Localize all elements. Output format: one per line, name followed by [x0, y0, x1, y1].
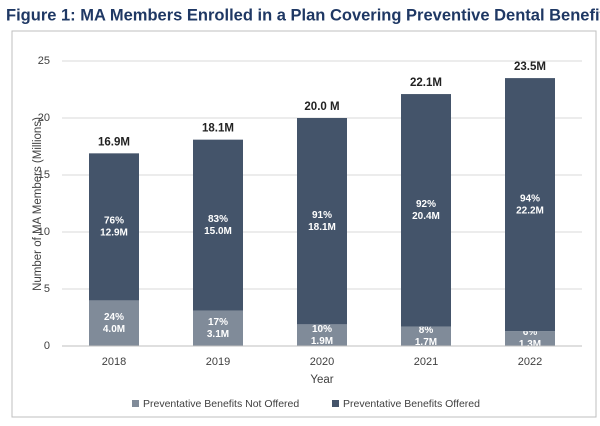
share-label: 10%: [312, 324, 332, 335]
chart-title: Figure 1: MA Members Enrolled in a Plan …: [6, 6, 600, 24]
bar-segment: [505, 331, 555, 346]
y-tick-label: 5: [44, 283, 50, 295]
value-label: 18.1M: [308, 222, 336, 233]
share-label: 83%: [208, 214, 228, 225]
bar-segment: [193, 139, 243, 311]
x-tick-label: 2020: [310, 356, 334, 368]
total-label: 23.5M: [514, 61, 546, 73]
value-label: 1.7M: [415, 337, 437, 348]
share-label: 92%: [416, 199, 436, 210]
share-label: 91%: [312, 210, 332, 221]
bar-segment: [193, 310, 243, 346]
legend-label: Preventative Benefits Not Offered: [143, 398, 299, 410]
chart-frame: [11, 30, 597, 418]
bar-segment: [297, 324, 347, 346]
value-label: 15.0M: [204, 226, 232, 237]
share-label: 8%: [419, 325, 434, 336]
y-tick-label: 25: [38, 55, 50, 67]
x-tick-label: 2018: [102, 356, 126, 368]
total-label: 18.1M: [202, 123, 234, 135]
x-axis-title: Year: [310, 374, 333, 386]
share-label: 76%: [104, 216, 124, 227]
x-tick-label: 2019: [206, 356, 230, 368]
share-label: 94%: [520, 193, 540, 204]
legend-label: Preventative Benefits Offered: [343, 398, 480, 410]
bar-segment: [297, 118, 347, 325]
value-label: 3.1M: [207, 329, 229, 340]
x-tick-label: 2022: [518, 356, 542, 368]
value-label: 12.9M: [100, 228, 128, 239]
share-label: 6%: [523, 327, 538, 338]
bar-segment: [89, 300, 139, 346]
bar-segment: [401, 326, 451, 346]
bar-segment: [89, 153, 139, 301]
y-tick-label: 10: [38, 226, 50, 238]
bar-segment: [505, 78, 555, 332]
value-label: 1.9M: [311, 336, 333, 347]
total-label: 16.9M: [98, 136, 130, 148]
value-label: 1.3M: [519, 339, 541, 350]
total-label: 20.0 M: [304, 101, 339, 113]
share-label: 24%: [104, 312, 124, 323]
bar-segment: [401, 94, 451, 327]
legend-swatch: [332, 400, 339, 407]
y-tick-label: 0: [44, 340, 50, 352]
y-tick-label: 15: [38, 169, 50, 181]
value-label: 20.4M: [412, 211, 440, 222]
y-axis-title: Number of MA Members (Millions): [32, 117, 44, 291]
share-label: 17%: [208, 317, 228, 328]
y-tick-label: 20: [38, 112, 50, 124]
legend-swatch: [132, 400, 139, 407]
total-label: 22.1M: [410, 77, 442, 89]
value-label: 4.0M: [103, 324, 125, 335]
value-label: 22.2M: [516, 205, 544, 216]
x-tick-label: 2021: [414, 356, 438, 368]
